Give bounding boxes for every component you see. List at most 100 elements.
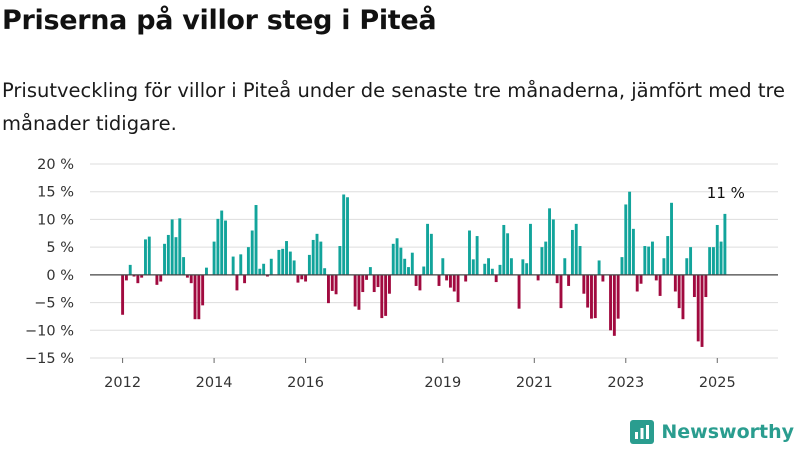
x-tick-label: 2025 [699,375,736,391]
bar [651,241,654,275]
bar [372,274,376,293]
bar [296,274,300,283]
bar [574,223,578,275]
brand-name: Newsworthy [661,421,794,443]
bar [391,243,395,275]
bar [559,274,563,309]
bar [269,258,273,275]
bar [235,274,239,291]
bar [628,191,632,275]
y-tick-label: −5 % [34,296,74,312]
bar [544,241,548,275]
bar [639,274,643,284]
bar [429,233,433,275]
bar [368,267,372,275]
bar [426,223,430,275]
bar [723,213,727,275]
bar [144,239,147,275]
bar [696,274,700,342]
bar [700,274,704,347]
x-tick-label: 2023 [607,375,644,391]
bar [243,274,247,284]
bar [365,274,369,280]
x-tick-label: 2016 [287,375,324,391]
bar [570,229,574,275]
bar [174,237,178,275]
bar [163,243,166,275]
bar [330,274,334,291]
bar [631,228,635,275]
bar [342,194,346,275]
bar [224,220,227,275]
bar [201,274,205,306]
bar [548,208,551,275]
bar [612,274,616,336]
bar-chart: −15 %−10 %−5 %0 %5 %10 %15 %20 % 2012 201… [25,157,778,391]
bar [578,246,582,275]
bar [403,258,407,275]
y-tick-label: 10 % [37,212,74,228]
bar [189,274,193,284]
bar [254,205,258,275]
bar [517,274,521,309]
bar [464,274,468,282]
bar [140,274,144,278]
y-tick-label: 20 % [37,157,74,173]
bar [647,246,651,275]
bar [410,252,414,275]
bar [677,274,681,309]
bar [597,260,601,275]
bar [719,241,723,275]
bar [498,264,502,275]
bar [468,230,471,275]
bar [307,254,311,275]
bar [563,258,567,275]
bar [601,274,605,282]
bar [323,268,327,275]
bar [536,274,540,281]
bar [708,247,712,275]
bar [448,274,452,288]
bar [681,274,685,320]
x-axis-ticks: 2012 2014 2016 2019 2021 2023 2025 [104,358,736,391]
bar [487,258,490,275]
bar [220,210,224,275]
bar [593,274,597,319]
bars [121,191,727,347]
bar [662,258,666,275]
bar [319,241,323,275]
bar [304,274,308,282]
bar [124,274,128,281]
bar [121,274,125,315]
bar [357,274,361,310]
bar [704,274,708,298]
bar [231,256,235,275]
x-tick-label: 2012 [104,375,141,391]
bar [441,258,445,275]
latest-value-label: 11 % [707,184,745,202]
chart-subtitle: Prisutveckling för villor i Piteå under … [2,79,786,135]
bar [132,274,136,277]
bar [509,258,513,275]
y-tick-label: 0 % [46,268,74,284]
bar [311,239,315,275]
bar [246,247,250,275]
bar [551,219,555,275]
bar [407,267,410,275]
gridlines [90,163,778,359]
bar [155,274,159,285]
bar [136,274,140,284]
bar [205,267,208,275]
bar [338,246,342,275]
x-tick-label: 2019 [424,375,461,391]
bar [609,274,612,331]
bar [193,274,197,320]
chart-title: Priserna på villor steg i Piteå [2,5,437,36]
y-tick-label: 5 % [46,240,74,256]
bar [185,274,189,278]
bar [315,233,319,275]
bar [353,274,357,307]
bar [216,218,220,275]
bar [387,274,391,294]
bar [475,236,479,275]
